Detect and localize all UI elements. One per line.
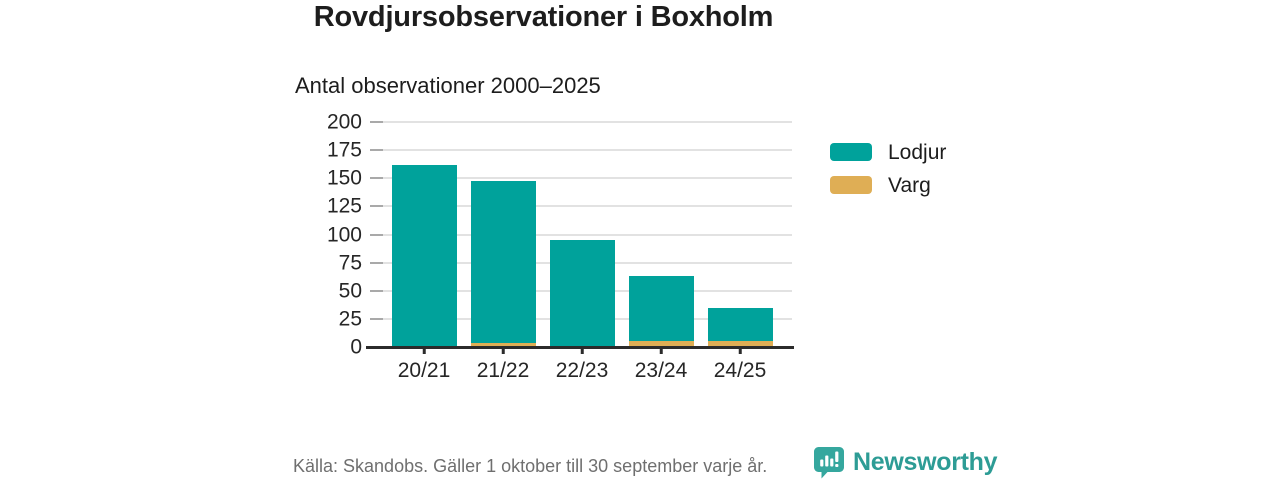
x-tick-mark	[659, 347, 663, 354]
gridline-y-125	[372, 205, 792, 208]
newsworthy-logo[interactable]: Newsworthy	[813, 446, 998, 479]
legend-item-lodjur: Lodjur	[830, 140, 947, 164]
newsworthy-bubble-chart-icon	[813, 446, 845, 479]
bar-lodjur-22-23	[549, 240, 615, 347]
bar-varg-23-24	[628, 341, 694, 347]
gridline-y-100	[372, 233, 792, 236]
x-axis-label-21-22: 21/22	[476, 359, 530, 382]
legend-swatch-lodjur	[830, 143, 872, 161]
legend-item-varg: Varg	[830, 173, 946, 197]
chart-subtitle: Antal observationer 2000–2025	[295, 73, 601, 98]
bar-lodjur-20-21	[391, 164, 457, 347]
y-tick-mark	[370, 177, 383, 180]
x-tick-mark	[422, 347, 426, 354]
legend-label-varg: Varg	[888, 173, 931, 197]
y-tick-mark	[370, 289, 383, 292]
y-tick-mark	[370, 233, 383, 236]
x-axis-label-22-23: 22/23	[555, 359, 609, 382]
y-tick-mark	[370, 149, 383, 152]
bar-lodjur-23-24	[628, 276, 694, 342]
y-axis-label-100: 100	[326, 223, 362, 246]
x-tick-mark	[501, 347, 505, 354]
gridline-y-200	[372, 121, 792, 123]
y-axis-label-0: 0	[350, 335, 362, 359]
x-axis-label-24-25: 24/25	[713, 359, 767, 382]
bar-lodjur-21-22	[470, 180, 536, 343]
plot-area: 0 25 50 75 100 125 150 175 200 20/21 21/22 22/23 23/…	[327, 112, 792, 382]
y-axis-label-50: 50	[338, 279, 362, 303]
x-tick-mark	[580, 347, 584, 354]
bar-lodjur-24-25	[707, 307, 773, 342]
y-tick-mark	[370, 261, 383, 264]
legend: Lodjur Varg	[830, 142, 946, 208]
bar-varg-24-25	[707, 341, 773, 347]
y-axis-label-200: 200	[326, 110, 362, 134]
y-axis-label-75: 75	[338, 251, 362, 275]
y-axis-label-175: 175	[326, 138, 362, 162]
x-axis-label-23-24: 23/24	[634, 359, 688, 382]
newsworthy-wordmark: Newsworthy	[853, 448, 998, 476]
legend-swatch-varg	[830, 176, 872, 194]
legend-label-lodjur: Lodjur	[888, 140, 947, 164]
x-axis-line	[366, 345, 794, 349]
y-axis-label-150: 150	[326, 166, 362, 190]
gridline-y-175	[372, 149, 792, 152]
y-tick-mark	[370, 121, 383, 123]
y-tick-mark	[370, 205, 383, 208]
y-tick-mark	[370, 317, 383, 320]
gridline-y-150	[372, 177, 792, 180]
page-title: Rovdjursobservationer i Boxholm	[313, 1, 774, 33]
bar-varg-21-22	[470, 342, 536, 347]
x-axis-label-20-21: 20/21	[397, 359, 451, 382]
y-axis-label-125: 125	[326, 194, 362, 218]
source-note: Källa: Skandobs. Gäller 1 oktober till 3…	[293, 456, 768, 476]
x-tick-mark	[738, 347, 742, 354]
y-axis-label-25: 25	[338, 307, 362, 331]
